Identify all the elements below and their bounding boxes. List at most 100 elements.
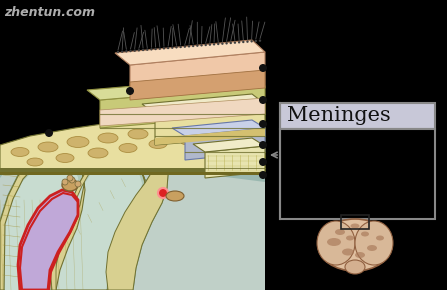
Ellipse shape (361, 231, 369, 237)
Polygon shape (87, 76, 265, 100)
Circle shape (225, 42, 228, 44)
Circle shape (259, 141, 267, 149)
Ellipse shape (156, 126, 174, 135)
Ellipse shape (27, 158, 43, 166)
Polygon shape (50, 155, 146, 290)
Polygon shape (106, 165, 168, 290)
Circle shape (242, 41, 245, 43)
Circle shape (126, 87, 134, 95)
Circle shape (200, 44, 203, 46)
Ellipse shape (88, 148, 108, 158)
Polygon shape (193, 138, 265, 152)
FancyBboxPatch shape (280, 103, 435, 129)
Circle shape (62, 179, 68, 185)
Polygon shape (18, 190, 78, 290)
Circle shape (158, 188, 168, 198)
Circle shape (121, 50, 123, 53)
Circle shape (129, 50, 132, 52)
Polygon shape (115, 40, 265, 65)
Polygon shape (130, 70, 265, 100)
Polygon shape (5, 162, 79, 290)
Circle shape (221, 42, 224, 45)
Ellipse shape (346, 235, 354, 240)
Polygon shape (0, 147, 265, 290)
Ellipse shape (183, 124, 201, 133)
Ellipse shape (376, 235, 384, 240)
Ellipse shape (56, 153, 74, 162)
Circle shape (259, 96, 267, 104)
FancyBboxPatch shape (280, 129, 435, 219)
Circle shape (184, 46, 186, 48)
Ellipse shape (342, 249, 354, 255)
Polygon shape (55, 159, 142, 290)
Circle shape (234, 41, 236, 44)
Polygon shape (0, 168, 265, 173)
Circle shape (238, 41, 240, 44)
Circle shape (175, 46, 177, 48)
Circle shape (67, 175, 73, 181)
Ellipse shape (208, 135, 222, 142)
Ellipse shape (367, 245, 377, 251)
Polygon shape (0, 155, 85, 290)
Ellipse shape (318, 219, 392, 271)
Polygon shape (100, 98, 265, 126)
Circle shape (255, 40, 257, 42)
Ellipse shape (327, 238, 341, 246)
Ellipse shape (355, 221, 393, 265)
Circle shape (167, 47, 169, 49)
Polygon shape (185, 128, 265, 160)
Text: Meninges: Meninges (287, 106, 391, 125)
Polygon shape (130, 52, 265, 100)
Ellipse shape (38, 142, 58, 152)
Circle shape (205, 44, 207, 46)
Text: zhentun.com: zhentun.com (4, 6, 95, 19)
Circle shape (250, 40, 253, 43)
Circle shape (213, 43, 215, 46)
Circle shape (146, 48, 148, 51)
Circle shape (75, 181, 81, 187)
Ellipse shape (11, 148, 29, 157)
Circle shape (134, 50, 136, 52)
Circle shape (117, 51, 119, 53)
Ellipse shape (149, 139, 167, 148)
Polygon shape (155, 104, 265, 145)
Circle shape (259, 120, 267, 128)
Polygon shape (155, 128, 265, 145)
Ellipse shape (355, 252, 365, 258)
Circle shape (138, 49, 140, 52)
Circle shape (259, 158, 267, 166)
Ellipse shape (67, 137, 89, 148)
Ellipse shape (62, 179, 78, 191)
Ellipse shape (210, 122, 226, 130)
Circle shape (259, 64, 267, 72)
Circle shape (125, 50, 127, 52)
Circle shape (188, 45, 190, 48)
Ellipse shape (238, 121, 252, 128)
Circle shape (171, 46, 173, 49)
Ellipse shape (98, 133, 118, 143)
Circle shape (192, 45, 194, 47)
Ellipse shape (350, 224, 359, 229)
Ellipse shape (345, 260, 365, 274)
Polygon shape (106, 165, 168, 290)
Polygon shape (0, 155, 84, 290)
Circle shape (159, 48, 161, 50)
Ellipse shape (166, 191, 184, 201)
Polygon shape (0, 172, 265, 175)
Polygon shape (205, 146, 265, 178)
Circle shape (217, 43, 219, 45)
Circle shape (45, 129, 53, 137)
Circle shape (69, 177, 75, 183)
Circle shape (246, 40, 249, 43)
Ellipse shape (317, 221, 355, 265)
Circle shape (179, 46, 182, 48)
Circle shape (163, 47, 165, 50)
Circle shape (196, 44, 198, 47)
Circle shape (150, 48, 152, 50)
Ellipse shape (335, 229, 345, 235)
Polygon shape (172, 120, 265, 136)
Circle shape (142, 49, 144, 51)
Polygon shape (100, 86, 265, 128)
Ellipse shape (180, 137, 196, 145)
Polygon shape (142, 94, 265, 114)
